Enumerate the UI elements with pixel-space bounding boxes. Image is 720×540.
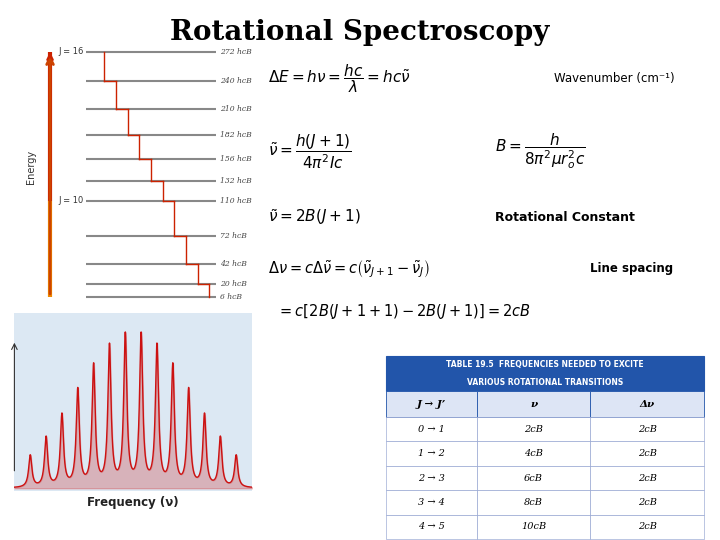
Text: 2cB: 2cB: [524, 424, 543, 434]
Bar: [386, 391, 477, 417]
Text: 42 hcB: 42 hcB: [220, 260, 247, 267]
Text: 272 hcB: 272 hcB: [220, 48, 252, 56]
Bar: [590, 441, 703, 466]
Text: 2cB: 2cB: [638, 498, 657, 507]
Text: 2 → 3: 2 → 3: [418, 474, 445, 483]
Text: $= c\left[2B(J+1+1) - 2B(J+1)\right] = 2cB$: $= c\left[2B(J+1+1) - 2B(J+1)\right] = 2…: [277, 302, 531, 321]
Text: 2cB: 2cB: [638, 522, 657, 531]
Bar: [386, 356, 703, 374]
Text: 4 → 5: 4 → 5: [418, 522, 445, 531]
Text: 4cB: 4cB: [524, 449, 543, 458]
Bar: [386, 374, 703, 391]
Bar: [386, 515, 477, 539]
X-axis label: Frequency (ν): Frequency (ν): [87, 496, 179, 509]
Text: 8cB: 8cB: [524, 498, 543, 507]
Text: 2cB: 2cB: [638, 424, 657, 434]
Text: 20 hcB: 20 hcB: [220, 280, 247, 288]
Bar: [590, 466, 703, 490]
Text: J = 16: J = 16: [58, 48, 84, 57]
Bar: [477, 441, 590, 466]
Text: $\tilde{\nu} = 2B(J+1)$: $\tilde{\nu} = 2B(J+1)$: [269, 207, 361, 227]
Text: VARIOUS ROTATIONAL TRANSITIONS: VARIOUS ROTATIONAL TRANSITIONS: [467, 378, 623, 387]
Bar: [386, 466, 477, 490]
Text: 110 hcB: 110 hcB: [220, 197, 252, 205]
Bar: [477, 466, 590, 490]
Text: Line spacing: Line spacing: [590, 262, 673, 275]
Text: 240 hcB: 240 hcB: [220, 77, 252, 85]
Bar: [590, 515, 703, 539]
Bar: [590, 391, 703, 417]
Bar: [477, 515, 590, 539]
Bar: [590, 417, 703, 441]
Text: $\Delta\nu = c\Delta\tilde{\nu} = c\left(\tilde{\nu}_{J+1} - \tilde{\nu}_J\right: $\Delta\nu = c\Delta\tilde{\nu} = c\left…: [269, 258, 430, 280]
Text: 10cB: 10cB: [521, 522, 546, 531]
Text: TABLE 19.5  FREQUENCIES NEEDED TO EXCITE: TABLE 19.5 FREQUENCIES NEEDED TO EXCITE: [446, 360, 644, 369]
Text: 2cB: 2cB: [638, 474, 657, 483]
Text: 156 hcB: 156 hcB: [220, 154, 252, 163]
Bar: [590, 490, 703, 515]
Text: Rotational Constant: Rotational Constant: [495, 211, 635, 224]
Text: J → J’: J → J’: [417, 400, 446, 409]
Text: ν: ν: [530, 400, 537, 409]
Text: 132 hcB: 132 hcB: [220, 177, 252, 185]
Text: $B = \dfrac{h}{8\pi^2 \mu r_o^2 c}$: $B = \dfrac{h}{8\pi^2 \mu r_o^2 c}$: [495, 132, 585, 172]
Text: J = 10: J = 10: [58, 197, 84, 206]
Text: 6 hcB: 6 hcB: [220, 293, 242, 301]
Text: 210 hcB: 210 hcB: [220, 105, 252, 113]
Text: 6cB: 6cB: [524, 474, 543, 483]
Text: Wavenumber (cm⁻¹): Wavenumber (cm⁻¹): [554, 72, 675, 85]
Text: 3 → 4: 3 → 4: [418, 498, 445, 507]
Text: 0 → 1: 0 → 1: [418, 424, 445, 434]
Text: $\tilde{\nu} = \dfrac{h(J+1)}{4\pi^2 Ic}$: $\tilde{\nu} = \dfrac{h(J+1)}{4\pi^2 Ic}…: [269, 132, 352, 171]
Text: Δν: Δν: [639, 400, 654, 409]
Bar: [386, 417, 477, 441]
Bar: [477, 490, 590, 515]
Bar: [477, 391, 590, 417]
Text: Rotational Spectroscopy: Rotational Spectroscopy: [171, 19, 549, 46]
Text: 182 hcB: 182 hcB: [220, 131, 252, 139]
Text: 1 → 2: 1 → 2: [418, 449, 445, 458]
Text: $\Delta E = h\nu = \dfrac{hc}{\lambda} = hc\tilde{\nu}$: $\Delta E = h\nu = \dfrac{hc}{\lambda} =…: [269, 62, 411, 95]
Bar: [386, 441, 477, 466]
Bar: [386, 490, 477, 515]
Text: Energy: Energy: [26, 150, 36, 185]
Text: 2cB: 2cB: [638, 449, 657, 458]
Text: 72 hcB: 72 hcB: [220, 232, 247, 240]
Bar: [477, 417, 590, 441]
